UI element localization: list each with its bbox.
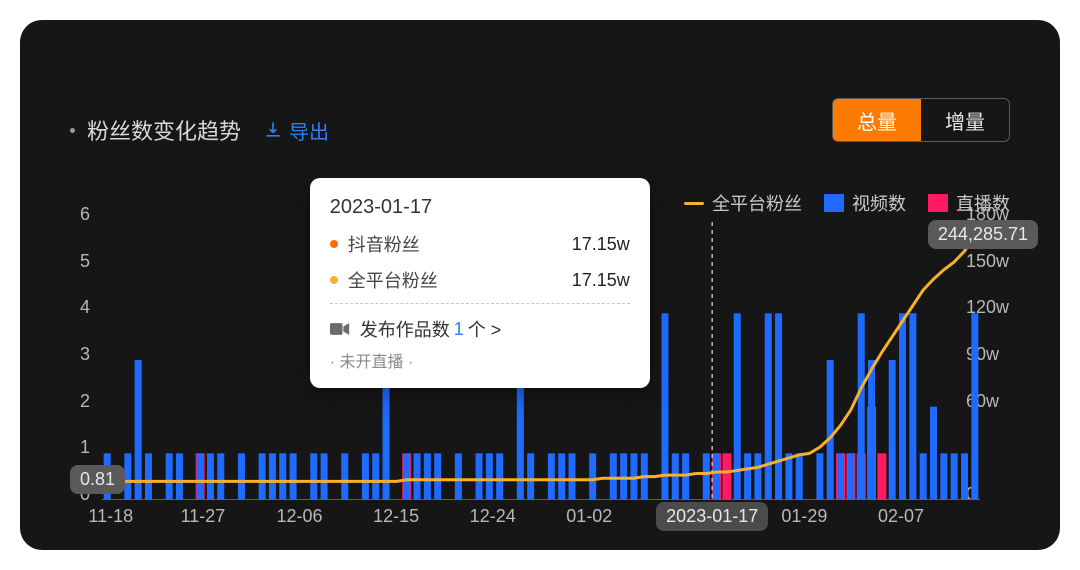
tooltip-publish-count: 1 [454,319,464,340]
legend-live-swatch [928,194,948,212]
y-left-tick: 1 [80,437,90,458]
tooltip-row-label: 抖音粉丝 [348,231,572,257]
legend-line-swatch [684,202,704,205]
legend-line-label: 全平台粉丝 [712,190,802,216]
tooltip-nolive: · 未开直播 · [330,348,630,372]
tooltip-row: 抖音粉丝17.15w [330,231,630,257]
download-icon [263,120,283,140]
tooltip-publish[interactable]: 发布作品数 1 个 > [330,316,630,342]
x-tick-label: 11-18 [88,506,133,527]
end-value-badge: 244,285.71 [928,220,1038,249]
tooltip-row: 全平台粉丝17.15w [330,267,630,293]
legend-video[interactable]: 视频数 [824,190,906,216]
tooltip: 2023-01-17 抖音粉丝17.15w全平台粉丝17.15w 发布作品数 1… [310,178,650,388]
title-bullet [70,128,75,133]
x-axis: 11-1811-2712-0612-1512-2401-022023-01-17… [102,500,980,540]
mode-toggle: 总量 增量 [832,98,1010,142]
x-tick-label: 2023-01-17 [656,502,768,531]
tooltip-row-label: 全平台粉丝 [348,267,572,293]
tooltip-rows: 抖音粉丝17.15w全平台粉丝17.15w [330,231,630,293]
legend-video-swatch [824,194,844,212]
x-tick-label: 01-29 [781,506,827,527]
tooltip-row-value: 17.15w [572,270,630,291]
x-tick-label: 12-24 [470,506,516,527]
chart-card: 粉丝数变化趋势 导出 总量 增量 全平台粉丝 视频数 直播数 6543210 0… [20,20,1060,550]
tooltip-row-value: 17.15w [572,234,630,255]
y-left-tick: 2 [80,391,90,412]
card-title: 粉丝数变化趋势 [87,114,241,146]
tooltip-dot [330,276,338,284]
toggle-delta[interactable]: 增量 [921,99,1009,141]
export-button[interactable]: 导出 [263,116,329,145]
export-label: 导出 [289,116,329,145]
x-tick-label: 12-06 [277,506,323,527]
y-left-tick: 3 [80,344,90,365]
video-icon [330,321,350,337]
y-left-tick: 6 [80,204,90,225]
x-tick-label: 02-07 [878,506,924,527]
start-value-badge: 0.81 [70,465,125,494]
tooltip-divider [330,303,630,304]
tooltip-publish-label: 发布作品数 [360,316,450,342]
x-tick-label: 12-15 [373,506,419,527]
y-left-tick: 5 [80,251,90,272]
x-tick-label: 11-27 [181,506,226,527]
y-left-tick: 4 [80,297,90,318]
tooltip-date: 2023-01-17 [330,196,630,219]
tooltip-publish-suffix: 个 > [468,316,502,342]
legend-video-label: 视频数 [852,190,906,216]
legend: 全平台粉丝 视频数 直播数 [684,190,1010,216]
toggle-total[interactable]: 总量 [833,99,921,141]
y-axis-left: 6543210 [50,215,90,500]
legend-line[interactable]: 全平台粉丝 [684,190,802,216]
tooltip-dot [330,240,338,248]
x-tick-label: 01-02 [566,506,612,527]
